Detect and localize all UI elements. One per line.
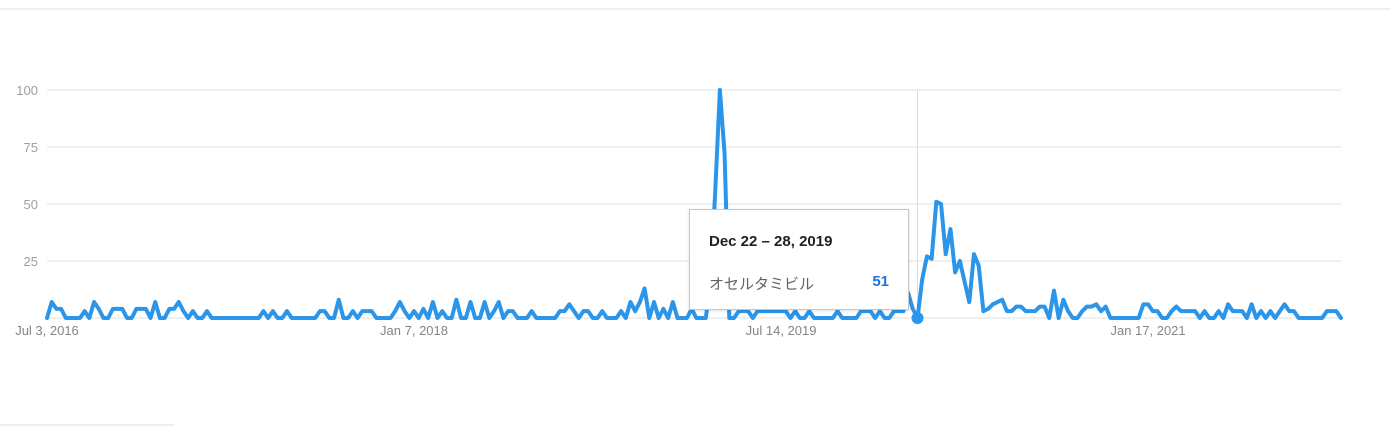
y-tick-label: 75 [24, 140, 38, 155]
x-tick-label: Jan 7, 2018 [380, 323, 448, 338]
series-line[interactable] [45, 88, 1343, 320]
y-tick-label: 50 [24, 197, 38, 212]
x-axis-ticks: Jul 3, 2016 Jan 7, 2018 Jul 14, 2019 Jan 17… [15, 323, 1185, 338]
x-tick-label: Jul 14, 2019 [746, 323, 817, 338]
y-axis-ticks: 25 50 75 100 [16, 83, 38, 269]
tooltip: Dec 22 – 28, 2019 オセルタミビル 51 [689, 209, 909, 310]
y-tick-label: 25 [24, 254, 38, 269]
x-tick-label: Jul 3, 2016 [15, 323, 79, 338]
y-tick-label: 100 [16, 83, 38, 98]
x-tick-label: Jan 17, 2021 [1110, 323, 1185, 338]
gridlines [47, 89, 1341, 319]
tooltip-date: Dec 22 – 28, 2019 [709, 233, 833, 250]
hover-point[interactable] [911, 312, 924, 324]
tooltip-value: 51 [872, 273, 889, 290]
tooltip-term: オセルタミビル [709, 276, 815, 293]
